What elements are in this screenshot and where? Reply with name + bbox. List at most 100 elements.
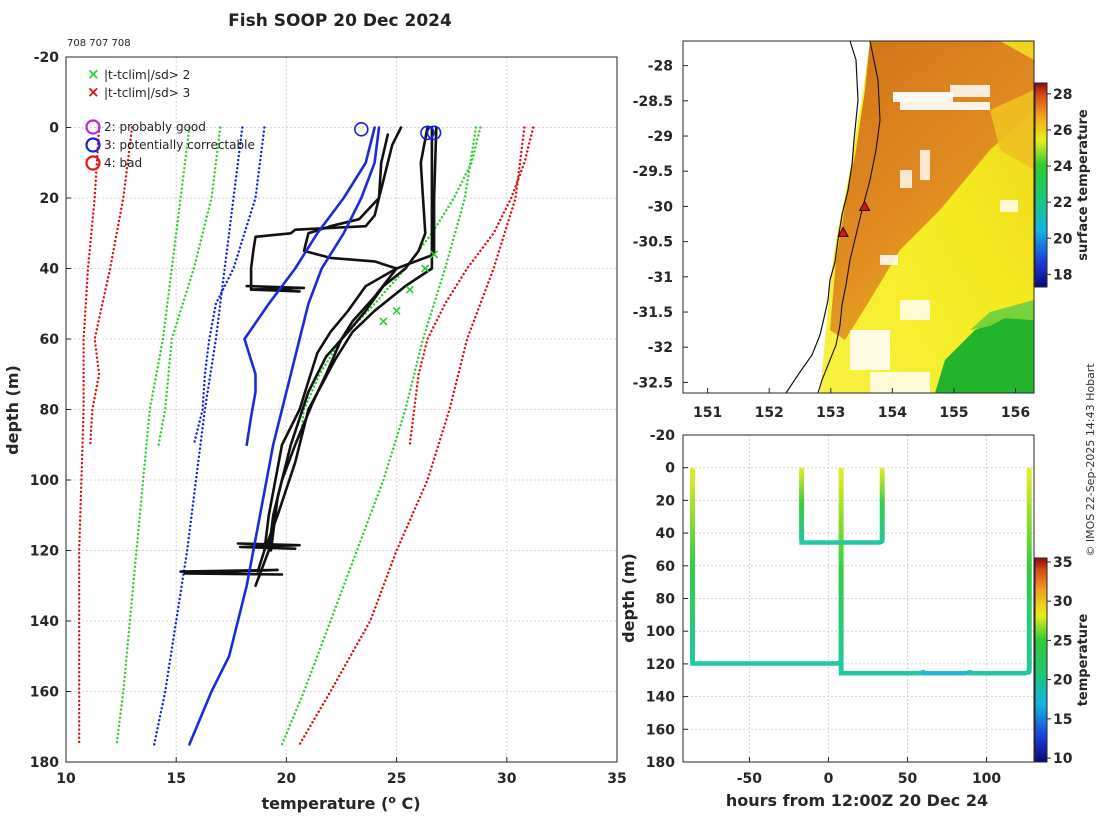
- section-ytick-label: 20: [656, 493, 676, 509]
- outlier-marker: [430, 250, 439, 259]
- section-ytick-label: 180: [646, 755, 675, 771]
- section-ytick-label: 60: [656, 559, 676, 575]
- temperature-colorbar-tick-label: 10: [1053, 751, 1073, 767]
- legend-x-red-icon: ×: [87, 83, 100, 101]
- profile-line: [249, 126, 403, 291]
- map-panel: 151 152 153 154 155 156 -28 -28.5 -29 -29.5 -30 -30…: [633, 40, 1091, 421]
- legend: × |t-tclim|/sd> 2 × |t-tclim|/sd> 3 2: p…: [85, 65, 255, 171]
- profile-line: [298, 126, 482, 446]
- figure-title: Fish SOOP 20 Dec 2024: [228, 11, 452, 31]
- profile-line: [89, 126, 134, 446]
- profile-xtick-label: 25: [387, 771, 406, 787]
- profile-ytick-label: 60: [40, 332, 60, 348]
- section-ytick-label: 160: [646, 722, 675, 738]
- profile-line: [153, 126, 244, 746]
- outlier-marker: [392, 306, 401, 315]
- profile-line: [245, 284, 306, 293]
- section-xlabel: hours from 12:00Z 20 Dec 24: [726, 791, 988, 810]
- map-ytick-label: -32.5: [633, 375, 673, 391]
- section-ytick-label: 40: [656, 526, 676, 542]
- section-casts: [689, 467, 1032, 676]
- map-ytick-label: -29: [648, 129, 673, 145]
- profile-line: [115, 126, 191, 746]
- map-ytick-label: -29.5: [633, 164, 673, 180]
- profile-xtick-label: 15: [166, 771, 185, 787]
- profile-line: [243, 126, 376, 447]
- bottom-segment: [921, 669, 974, 676]
- profile-ytick-label: 100: [30, 473, 59, 489]
- temperature-colorbar-tick-label: 30: [1053, 594, 1073, 610]
- sst-field: [683, 41, 1034, 393]
- sst-colorbar-tick-label: 18: [1053, 267, 1072, 283]
- sst-colorbar: [1034, 82, 1048, 288]
- bottom-segment: [838, 669, 926, 676]
- map-ytick-label: -31.5: [633, 305, 673, 321]
- map-xtick-label: 151: [693, 405, 722, 421]
- profile-ytick-label: 180: [30, 755, 59, 771]
- map-ytick-label: -32: [648, 340, 673, 356]
- profile-plot-area: [66, 57, 617, 762]
- outlier-marker: [379, 317, 388, 326]
- section-ytick-label: 100: [646, 624, 675, 640]
- section-ytick-label: 0: [665, 461, 675, 477]
- sst-colorbar-tick-label: 20: [1053, 231, 1073, 247]
- temperature-colorbar-tick-label: 15: [1053, 712, 1072, 728]
- profile-line: [188, 126, 381, 746]
- section-xtick-label: 50: [898, 771, 918, 787]
- profile-xtick-label: 20: [277, 771, 297, 787]
- sst-colorbar-tick-label: 24: [1053, 159, 1073, 175]
- map-xtick-label: 154: [878, 405, 907, 421]
- bottom-segment: [690, 660, 844, 666]
- profile-line: [280, 126, 478, 746]
- legend-label-3sd: |t-tclim|/sd> 3: [104, 86, 190, 100]
- sst-colorbar-tick-label: 28: [1053, 87, 1072, 103]
- map-ytick-label: -28: [648, 59, 673, 75]
- profile-ytick-label: 20: [40, 191, 60, 207]
- cast-line: [1026, 467, 1032, 673]
- sst-colorbar-label: surface temperature: [1076, 109, 1091, 261]
- legend-label-2sd: |t-tclim|/sd> 2: [104, 68, 190, 82]
- cast-line: [799, 467, 805, 542]
- sst-colorbar-tick-label: 22: [1053, 195, 1072, 211]
- profile-ytick-label: 160: [30, 685, 59, 701]
- cast-line: [879, 467, 885, 542]
- shelf-contour: [817, 41, 881, 393]
- profile-xtick-label: 30: [497, 771, 517, 787]
- temperature-colorbar-label: temperature: [1076, 614, 1091, 707]
- legend-flag-2: 2: probably good: [104, 120, 206, 134]
- flag-3-circle-icon: [85, 137, 101, 153]
- section-ylabel: depth (m): [619, 553, 638, 643]
- temperature-colorbar-tick-label: 25: [1053, 633, 1072, 649]
- cruise-ids: 708 707 708: [67, 38, 131, 49]
- section-xtick-label: 0: [824, 771, 834, 787]
- map-xtick-label: 153: [816, 405, 845, 421]
- profile-line: [254, 133, 398, 588]
- sst-colorbar-tick-label: 26: [1053, 123, 1072, 139]
- outlier-marker: [405, 285, 414, 294]
- temperature-colorbar-ticks: 10 15 20 25 30 35: [1047, 555, 1073, 767]
- outlier-marker: [421, 264, 430, 273]
- sst-colorbar-ticks: 18 20 22 24 26 28: [1047, 87, 1073, 283]
- section-ytick-label: 80: [656, 592, 676, 608]
- section-xtick-label: 100: [972, 771, 1001, 787]
- qc-flag-marker: [426, 125, 442, 141]
- profile-line: [157, 126, 222, 446]
- profile-line: [179, 568, 284, 576]
- profile-grid: [66, 57, 617, 762]
- temperature-colorbar-tick-label: 35: [1053, 555, 1072, 571]
- qc-flag-marker: [354, 121, 369, 137]
- section-grid: [683, 435, 1034, 762]
- profile-line: [78, 126, 101, 746]
- qc-flag-marker: [420, 125, 435, 141]
- profile-ticks: 10 15 20 25 30 35 -20 0 20 40 60 80 100 120 140 160 180: [30, 50, 627, 787]
- map-frame: [682, 40, 1035, 394]
- section-ytick-label: -20: [650, 428, 676, 444]
- profile-ytick-label: 140: [30, 614, 59, 630]
- map-ytick-label: -30.5: [633, 235, 673, 251]
- map-ytick-label: -31: [648, 270, 673, 286]
- legend-flag-4: 4: bad: [104, 156, 142, 170]
- profile-ytick-label: 0: [49, 121, 59, 137]
- map-xtick-label: 156: [1001, 405, 1030, 421]
- map-ytick-label: -30: [648, 199, 674, 215]
